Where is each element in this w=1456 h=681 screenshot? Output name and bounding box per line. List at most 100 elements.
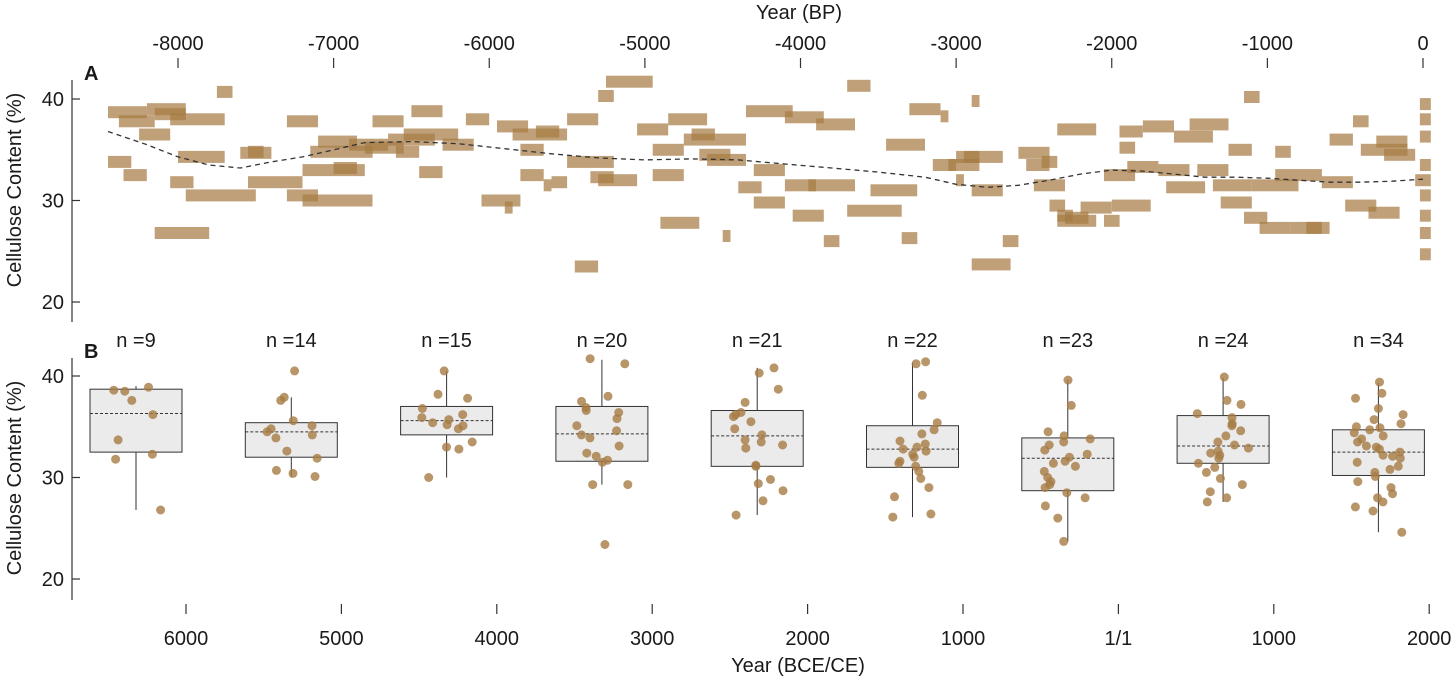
a-range-bar-94 (1065, 211, 1089, 224)
a-range-bar-132 (1419, 189, 1431, 202)
n-label-5: n =22 (887, 330, 938, 352)
a-range-bar-128 (1419, 98, 1431, 111)
box-point-2-13 (454, 444, 464, 454)
top-x-tick-label-8: 0 (1417, 33, 1428, 55)
box-point-6-15 (1062, 488, 1072, 498)
box-point-5-12 (894, 458, 904, 468)
box-point-2-5 (417, 413, 427, 423)
b-boxes: n =9 n =14 n =15 n =20 n =21 n =22 n =23 n =24 n… (89, 330, 1425, 549)
n-label-4: n =21 (732, 330, 783, 352)
box-point-4-7 (730, 424, 740, 434)
box-point-2-0 (439, 366, 449, 376)
panel-b: n =9 n =14 n =15 n =20 n =21 n =22 n =23 n =24 n… (42, 330, 1452, 650)
box-point-0-0 (144, 382, 153, 392)
a-range-bar-100 (1119, 125, 1143, 138)
a-range-bar-90 (1049, 199, 1066, 212)
box-point-3-6 (612, 414, 622, 424)
a-range-bar-114 (1259, 221, 1291, 234)
box-point-8-16 (1378, 450, 1388, 460)
a-range-bar-61 (746, 105, 793, 118)
box-point-8-1 (1377, 388, 1387, 398)
a-range-bar-112 (1244, 211, 1268, 224)
a-range-bar-120 (1329, 133, 1353, 146)
y-axis-title-a: Cellulose Content (%) (4, 93, 26, 288)
box-point-6-16 (1080, 493, 1090, 503)
top-x-tick-label-2: -6000 (464, 33, 515, 55)
bottom-x-tick-label-7: 1000 (1252, 628, 1297, 650)
box-point-8-32 (1371, 442, 1381, 452)
a-range-bar-29 (411, 105, 443, 118)
box-point-5-16 (924, 483, 934, 493)
a-range-bar-57 (707, 153, 746, 166)
box-point-8-28 (1350, 502, 1360, 512)
box-iqr-5 (866, 425, 959, 468)
box-point-6-20 (1059, 437, 1069, 447)
box-point-5-2 (917, 390, 927, 400)
a-range-bar-11 (154, 227, 210, 239)
a-y-tick-label-0: 20 (42, 292, 64, 314)
box-point-7-1 (1222, 395, 1232, 405)
a-range-bar-93 (1057, 123, 1097, 136)
y-axis-title-b: Cellulose Content (%) (4, 381, 26, 576)
box-point-4-3 (740, 397, 750, 407)
panel-a: 20 30 40 -8000 -7000 -6000 -5000 -4000 -3000 -200… (42, 33, 1431, 322)
box-point-6-18 (1053, 513, 1063, 523)
box-point-3-14 (597, 457, 607, 467)
a-range-bar-48 (606, 75, 653, 88)
box-point-5-4 (917, 429, 927, 439)
box-point-3-1 (620, 359, 630, 369)
a-range-bar-74 (901, 232, 918, 245)
box-point-8-25 (1388, 489, 1397, 499)
box-group-1: n =14 (244, 330, 338, 481)
a-range-bar-64 (784, 179, 816, 192)
a-range-bar-42 (567, 155, 614, 168)
a-range-bar-102 (1142, 120, 1174, 133)
box-point-4-15 (753, 479, 763, 489)
box-point-2-11 (467, 437, 477, 447)
a-range-bar-65 (784, 111, 824, 124)
box-point-7-14 (1193, 458, 1203, 468)
box-point-3-17 (600, 540, 610, 549)
box-point-3-19 (612, 426, 622, 436)
box-point-6-19 (1059, 536, 1069, 546)
box-point-7-3 (1192, 409, 1202, 419)
a-axes: 20 30 40 -8000 -7000 -6000 -5000 -4000 -3000 -200… (42, 33, 1429, 322)
b-axes: 20 30 40 6000 5000 4000 3000 2000 1000 1/1 1000 200… (42, 358, 1451, 650)
box-point-8-18 (1352, 457, 1362, 467)
panel-b-letter: B (84, 341, 98, 363)
box-point-8-12 (1353, 437, 1363, 447)
box-point-8-13 (1361, 441, 1371, 451)
box-point-8-33 (1388, 451, 1398, 461)
a-range-bar-104 (1166, 181, 1206, 194)
box-point-7-0 (1219, 372, 1229, 382)
box-point-5-14 (914, 466, 924, 476)
box-point-5-5 (895, 436, 905, 446)
box-point-1-0 (290, 366, 300, 376)
a-y-tick-label-1: 30 (42, 191, 64, 213)
a-range-bar-108 (1212, 179, 1252, 192)
a-range-bar-129 (1419, 113, 1431, 126)
n-label-7: n =24 (1198, 330, 1249, 352)
a-range-bar-33 (481, 194, 521, 207)
box-point-8-22 (1370, 472, 1380, 481)
a-range-bar-22 (333, 162, 357, 174)
box-point-0-1 (109, 385, 119, 395)
a-range-bar-63 (753, 196, 785, 209)
box-point-7-9 (1230, 440, 1239, 450)
a-range-bar-6 (108, 155, 132, 168)
box-point-3-18 (581, 403, 591, 412)
box-point-0-5 (147, 449, 157, 459)
box-point-4-17 (758, 496, 768, 506)
a-range-bar-52 (660, 216, 700, 229)
a-range-bar-0 (108, 106, 147, 119)
box-point-8-20 (1385, 464, 1395, 474)
box-point-1-6 (307, 430, 317, 440)
box-point-8-19 (1393, 461, 1403, 471)
a-range-bar-81 (963, 150, 1003, 163)
a-range-bar-98 (1111, 199, 1151, 212)
a-range-bar-127 (1415, 174, 1431, 187)
box-point-2-14 (424, 473, 434, 482)
a-range-bar-10 (185, 189, 256, 202)
box-point-5-19 (888, 512, 898, 522)
